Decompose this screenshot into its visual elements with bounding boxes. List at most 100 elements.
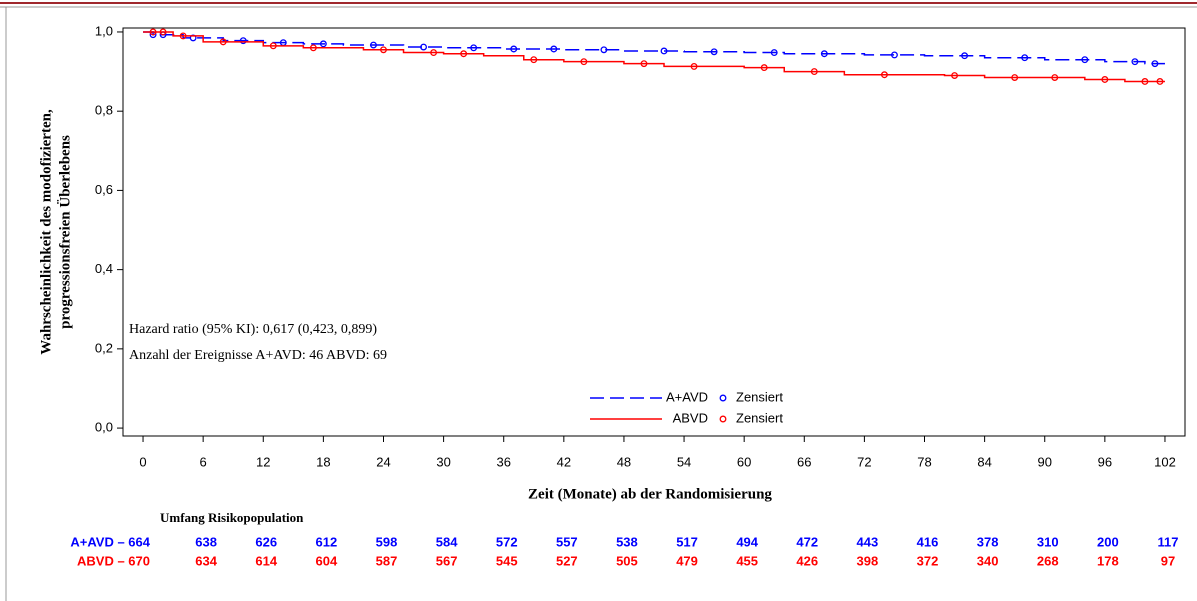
risk-value: 614: [255, 553, 277, 568]
risk-value: 455: [736, 553, 758, 568]
risk-value: 268: [1037, 553, 1059, 568]
censor-mark: [810, 68, 818, 76]
x-tick-label: 30: [436, 454, 450, 469]
censor-mark: [690, 62, 698, 70]
risk-value: 443: [857, 534, 879, 549]
censor-mark: [600, 46, 608, 54]
y-tick-label: 0,4: [95, 261, 113, 276]
plot-frame: [122, 27, 1186, 437]
y-tick-label: 0,0: [95, 420, 113, 435]
x-tick-label: 60: [737, 454, 751, 469]
x-tick-label: 54: [677, 454, 691, 469]
censor-mark: [530, 56, 538, 64]
x-tick-label: 6: [200, 454, 207, 469]
censor-mark: [1156, 78, 1164, 85]
risk-value: 310: [1037, 534, 1059, 549]
risk-value: 398: [857, 553, 879, 568]
risk-value: 612: [316, 534, 338, 549]
censor-mark: [710, 48, 718, 56]
risk-value: 538: [616, 534, 638, 549]
x-tick-label: 48: [617, 454, 631, 469]
risk-value: 416: [917, 534, 939, 549]
risk-value: 527: [556, 553, 578, 568]
risk-value: 178: [1097, 553, 1119, 568]
censor-mark: [380, 46, 387, 54]
censor-mark: [1081, 56, 1089, 64]
risk-row-label: A+AVD – 664: [70, 534, 150, 549]
censor-mark: [319, 40, 327, 48]
risk-value: 200: [1097, 534, 1119, 549]
risk-value: 587: [376, 553, 398, 568]
y-tick-label: 0,6: [95, 182, 113, 197]
legend-label: Zensiert: [736, 389, 783, 404]
risk-value: 505: [616, 553, 638, 568]
y-axis-title: Wahrscheinlichkeit des modofizierten,: [38, 109, 54, 355]
risk-value: 604: [316, 553, 338, 568]
risk-value: 517: [676, 534, 698, 549]
censor-mark: [460, 50, 468, 58]
risk-value: 494: [736, 534, 758, 549]
censor-mark: [880, 71, 888, 79]
y-tick-label: 1,0: [95, 23, 113, 38]
censor-mark: [239, 37, 247, 45]
x-tick-label: 84: [977, 454, 991, 469]
risk-value: 378: [977, 534, 999, 549]
censor-mark: [1101, 76, 1109, 83]
censor-mark: [770, 49, 778, 57]
censor-mark: [961, 52, 969, 60]
censor-mark: [891, 51, 898, 59]
risk-value: 638: [195, 534, 217, 549]
censor-mark: [470, 44, 478, 52]
risk-value: 572: [496, 534, 518, 549]
risk-value: 584: [436, 534, 458, 549]
x-tick-label: 24: [376, 454, 390, 469]
x-tick-label: 12: [256, 454, 270, 469]
risk-value: 372: [917, 553, 939, 568]
risk-value: 567: [436, 553, 458, 568]
x-tick-label: 0: [139, 454, 146, 469]
censor-mark: [1051, 74, 1059, 81]
risk-table-title: Umfang Risikopopulation: [160, 510, 304, 525]
risk-value: 117: [1157, 534, 1178, 549]
censor-mark: [149, 28, 157, 36]
x-tick-label: 90: [1038, 454, 1052, 469]
annotation: Hazard ratio (95% KI): 0,617 (0,423, 0,8…: [129, 322, 377, 337]
risk-value: 626: [255, 534, 277, 549]
legend-label: ABVD: [673, 410, 708, 425]
x-axis-title: Zeit (Monate) ab der Randomisierung: [528, 486, 772, 502]
censor-mark: [640, 60, 648, 68]
x-tick-label: 42: [557, 454, 571, 469]
censor-mark: [189, 34, 197, 42]
censor-mark: [820, 50, 828, 58]
censor-mark: [179, 32, 187, 40]
censor-mark: [760, 64, 768, 72]
censor-mark: [1021, 54, 1029, 62]
risk-value: 545: [496, 553, 518, 568]
risk-value: 472: [796, 534, 818, 549]
km-curve: [143, 31, 1165, 65]
x-tick-label: 36: [496, 454, 510, 469]
x-tick-label: 18: [316, 454, 330, 469]
x-tick-label: 78: [917, 454, 931, 469]
risk-value: 634: [195, 553, 217, 568]
censor-mark: [1151, 60, 1159, 68]
censor-mark: [580, 58, 588, 66]
censor-mark: [370, 41, 377, 49]
x-tick-label: 66: [797, 454, 811, 469]
censor-mark: [510, 45, 518, 53]
y-tick-label: 0,8: [95, 103, 113, 118]
risk-row-label: ABVD – 670: [77, 553, 150, 568]
risk-value: 340: [977, 553, 999, 568]
x-tick-label: 102: [1154, 454, 1176, 469]
censor-mark: [159, 28, 167, 36]
censor-mark: [1141, 78, 1149, 85]
annotation: Anzahl der Ereignisse A+AVD: 46 ABVD: 69: [129, 348, 387, 363]
legend-censor-marker: [719, 394, 727, 402]
legend-censor-marker: [719, 415, 727, 423]
risk-value: 426: [796, 553, 818, 568]
legend-label: A+AVD: [666, 389, 708, 404]
censor-mark: [430, 49, 438, 57]
censor-mark: [420, 43, 428, 51]
censor-mark: [309, 44, 317, 52]
censor-mark: [1011, 74, 1019, 81]
